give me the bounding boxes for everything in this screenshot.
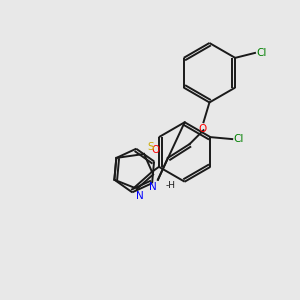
Text: O: O — [152, 145, 160, 155]
Text: N: N — [136, 190, 144, 201]
Text: Cl: Cl — [233, 134, 244, 144]
Text: S: S — [147, 142, 154, 152]
Text: N: N — [149, 182, 157, 192]
Text: Cl: Cl — [256, 48, 266, 58]
Text: -H: -H — [166, 181, 176, 190]
Text: O: O — [198, 124, 207, 134]
